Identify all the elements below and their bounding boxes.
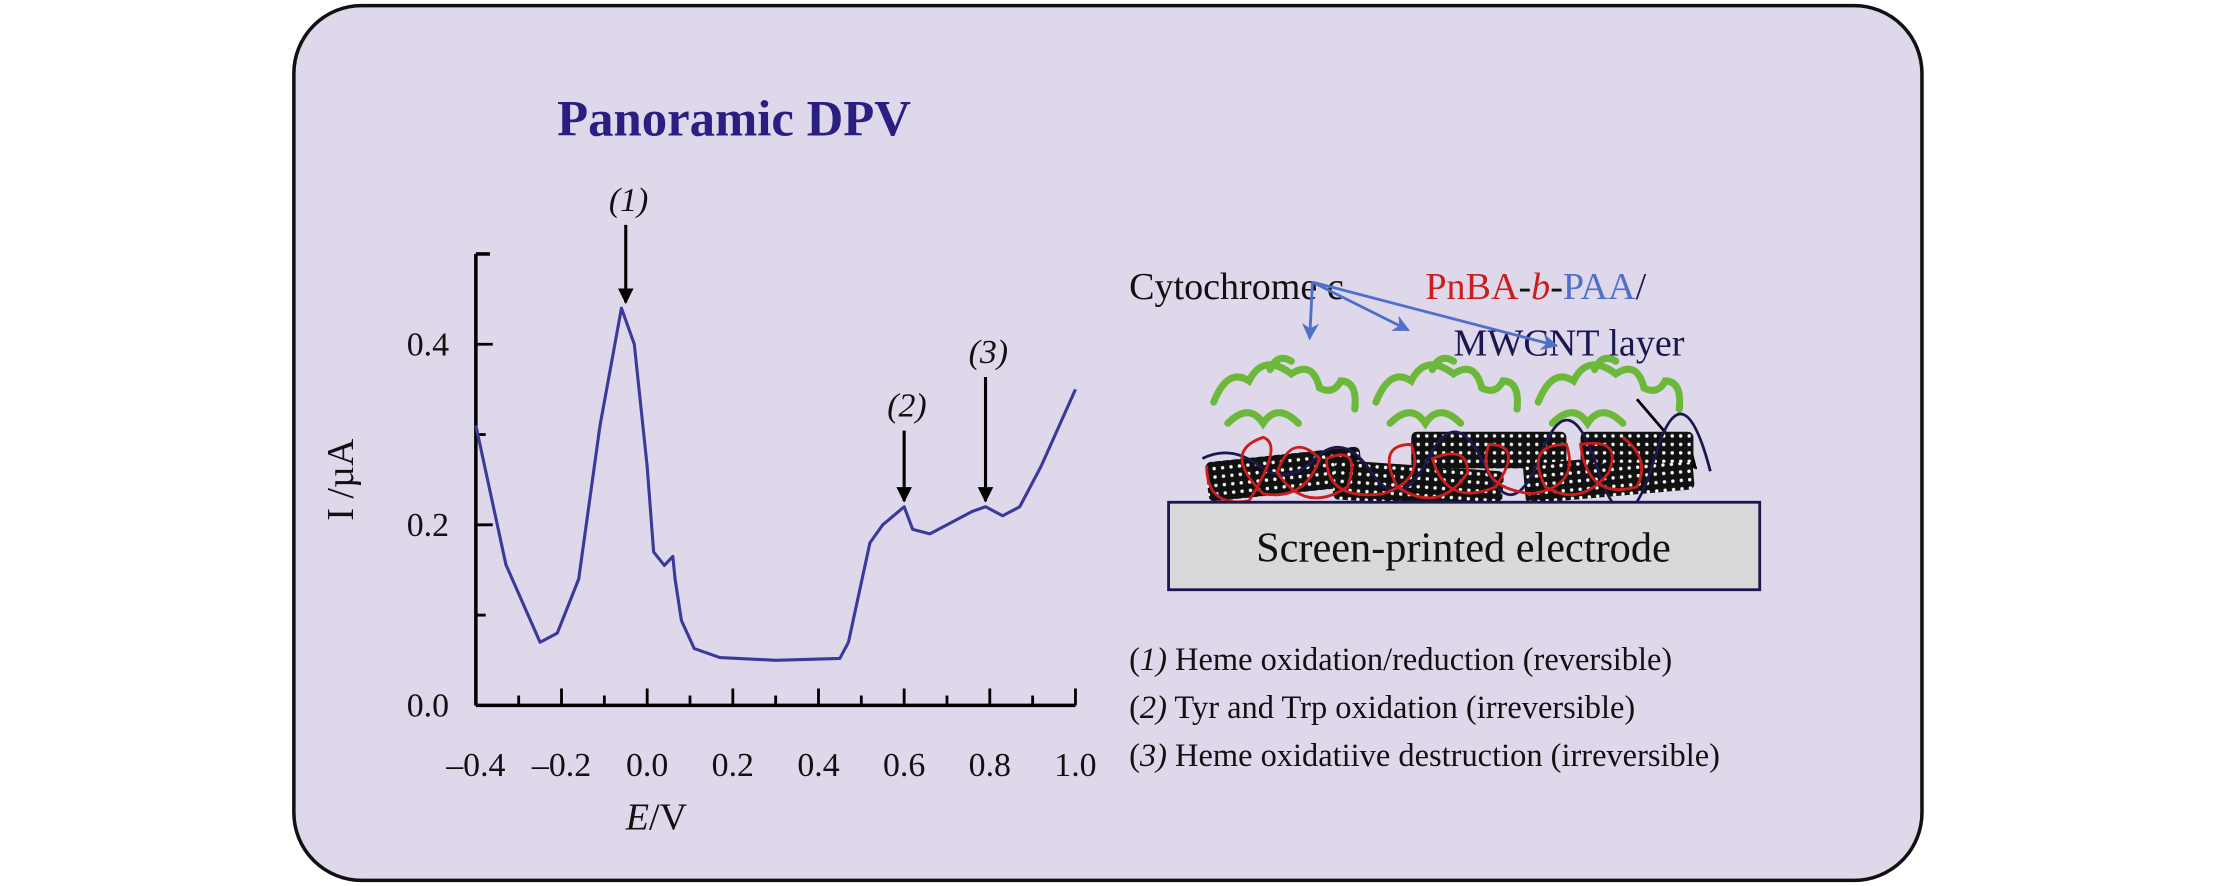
annotation-label: (1) xyxy=(609,182,648,219)
polymer-label: PnBA-b-PAA/ xyxy=(1425,266,1646,308)
legend-paren: ( xyxy=(1129,690,1140,726)
annotation-label: (3) xyxy=(969,334,1008,371)
legend-number: 2 xyxy=(1140,690,1156,726)
legend-item: (2) Tyr and Trp oxidation (irreversible) xyxy=(1129,690,1635,726)
legend-text: Heme oxidatiive destruction (irreversibl… xyxy=(1167,738,1720,774)
x-tick-label: 0.6 xyxy=(883,747,925,784)
electrode-box xyxy=(1167,500,1762,592)
x-tick-label: 1.0 xyxy=(1054,747,1096,784)
legend-item: (1) Heme oxidation/reduction (reversible… xyxy=(1129,642,1672,678)
y-tick-label: 0.0 xyxy=(407,688,449,725)
dpv-curve xyxy=(474,306,1077,662)
annotation-label: (2) xyxy=(887,387,926,424)
electrode-diagram: Cytochrome c PnBA-b-PAA/ MWCNT layer xyxy=(1129,266,1762,592)
peak-annotations: (1) (2) (3) xyxy=(609,182,1008,503)
y-tick-label: 0.2 xyxy=(407,507,449,544)
x-tick-labels: –0.4 –0.2 0.0 0.2 0.4 0.6 0.8 1.0 xyxy=(445,747,1096,784)
legend-paren: ) xyxy=(1154,642,1167,678)
x-tick-label: 0.0 xyxy=(626,747,668,784)
legend-number: 1 xyxy=(1140,642,1156,678)
chart-title: Panoramic DPV xyxy=(557,90,911,146)
protein-molecules xyxy=(1210,354,1684,430)
x-tick-label: –0.4 xyxy=(445,747,505,784)
dpv-chart: –0.4 –0.2 0.0 0.2 0.4 0.6 0.8 1.0 0.0 0.2 0.4 I /… xyxy=(320,182,1097,839)
panel-background xyxy=(292,3,1924,883)
y-tick-label: 0.4 xyxy=(407,327,449,364)
axes xyxy=(474,252,1077,708)
peak-legend: (1) Heme oxidation/reduction (reversible… xyxy=(1129,642,1720,774)
x-tick-label: 0.4 xyxy=(797,747,839,784)
legend-paren: ) xyxy=(1154,690,1167,726)
legend-number: 3 xyxy=(1139,738,1156,774)
blue-arrows xyxy=(1301,280,1559,351)
y-tick-labels: 0.0 0.2 0.4 xyxy=(407,327,449,725)
legend-text: Tyr and Trp oxidation (irreversible) xyxy=(1167,690,1635,726)
y-axis-label: I /µA xyxy=(320,438,362,521)
legend-paren: ( xyxy=(1129,642,1140,678)
polymer-chains xyxy=(1201,412,1712,513)
cnt-layer xyxy=(1205,431,1695,511)
x-axis-label: E/V xyxy=(625,797,688,839)
cytochrome-label: Cytochrome c xyxy=(1129,266,1344,308)
legend-item: (3) Heme oxidatiive destruction (irrever… xyxy=(1129,738,1720,774)
electrode-label: Screen-printed electrode xyxy=(1256,525,1671,572)
x-tick-label: 0.2 xyxy=(712,747,754,784)
legend-paren: ( xyxy=(1129,738,1140,774)
legend-text: Heme oxidation/reduction (reversible) xyxy=(1167,642,1672,678)
x-tick-label: 0.8 xyxy=(969,747,1011,784)
legend-paren: ) xyxy=(1154,738,1167,774)
x-tick-label: –0.2 xyxy=(531,747,591,784)
